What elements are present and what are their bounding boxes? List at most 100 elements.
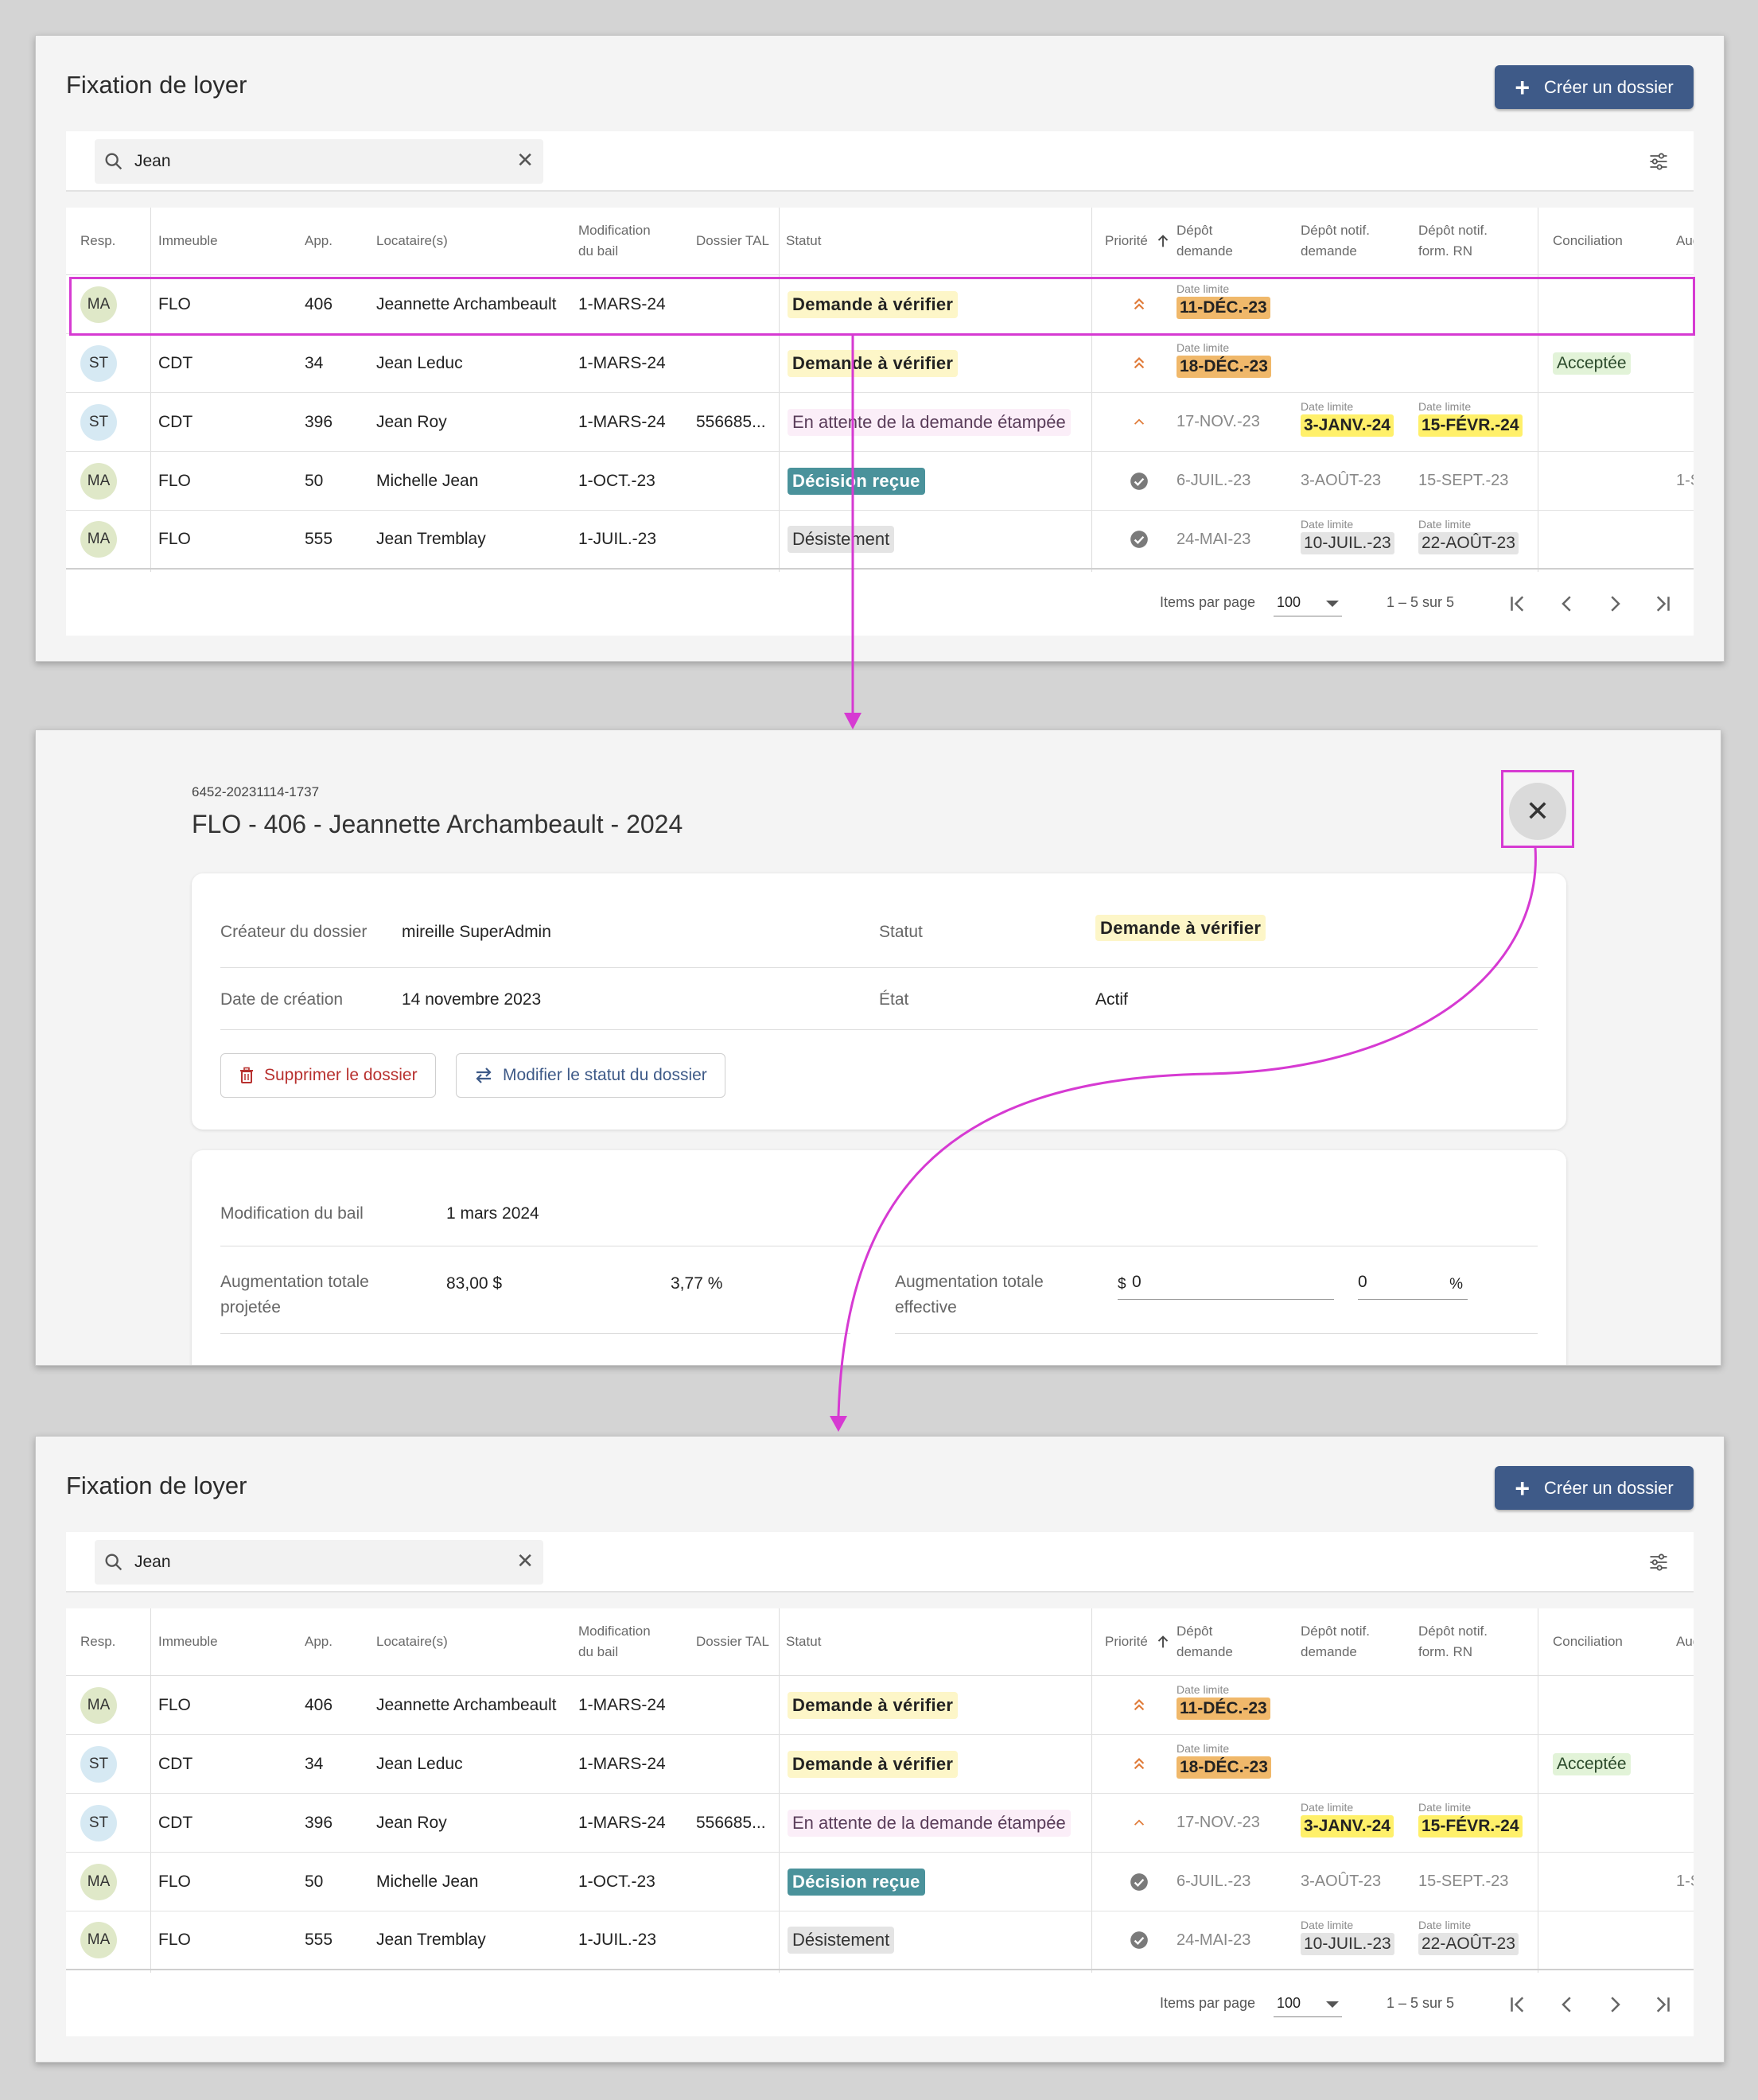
app-cell: 406 [305,1695,333,1714]
col-depot-demande-label: Dépôt demande [1177,220,1233,262]
col-depot-notif-demande[interactable]: Dépôt notif. demande [1301,1608,1370,1675]
col-immeuble[interactable]: Immeuble [158,208,218,274]
filter-settings-icon[interactable] [1647,150,1670,173]
depot-rn-cell: Date limite 22-AOÛT-23 [1418,511,1538,568]
column-divider [150,1608,151,1973]
deadline-label: Date limite [1177,282,1230,295]
immeuble-cell: FLO [158,471,191,490]
table-row[interactable]: MA FLO 406 Jeannette Archambeault 1-MARS-24 D… [66,275,1694,334]
resp-cell: ST [80,393,117,451]
clear-search-icon[interactable]: ✕ [516,1549,534,1573]
avatar: ST [80,1804,117,1841]
page-range: 1 – 5 sur 5 [1387,1995,1455,2011]
items-per-page-select[interactable]: 100 [1274,591,1342,616]
table-row[interactable]: ST CDT 396 Jean Roy 1-MARS-24 556685... En att… [66,1794,1694,1853]
last-page-icon[interactable] [1651,592,1674,616]
deadline-label: Date limite [1177,1683,1230,1696]
sort-ascending-icon[interactable] [1154,1633,1172,1651]
next-page-icon[interactable] [1603,592,1627,616]
deadline-chip: 18-DÉC.-23 [1177,356,1271,378]
col-statut[interactable]: Statut [786,208,821,274]
create-case-button[interactable]: + Créer un dossier [1495,65,1694,109]
col-depot-notif-demande-label-line2: demande [1301,1644,1357,1659]
col-immeuble[interactable]: Immeuble [158,1608,218,1675]
table-row[interactable]: MA FLO 555 Jean Tremblay 1-JUIL.-23 Désisteme… [66,511,1694,570]
col-modification-bail[interactable]: Modification du bail [578,208,651,274]
effective-amount-field[interactable]: $ 0 [1118,1268,1334,1300]
col-priorite[interactable]: Priorité [1105,208,1172,274]
effective-percent-field[interactable]: 0 % [1358,1268,1468,1300]
column-divider [779,1608,780,1973]
page-title: Fixation de loyer [66,71,247,99]
dropdown-caret-icon [1326,601,1339,607]
modify-status-button[interactable]: Modifier le statut du dossier [456,1053,725,1098]
items-per-page-select[interactable]: 100 [1274,1992,1342,2017]
col-resp[interactable]: Resp. [80,1608,115,1675]
priority-cell [1129,393,1149,451]
col-audience[interactable]: Audi [1676,208,1694,274]
table-row[interactable]: MA FLO 50 Michelle Jean 1-OCT.-23 Décision re… [66,1853,1694,1911]
col-app[interactable]: App. [305,208,333,274]
col-depot-notif-rn[interactable]: Dépôt notif. form. RN [1418,1608,1488,1675]
table-row[interactable]: ST CDT 396 Jean Roy 1-MARS-24 556685... En att… [66,393,1694,452]
divider [220,967,1538,968]
col-locataires[interactable]: Locataire(s) [376,1608,448,1675]
previous-page-icon[interactable] [1555,1993,1579,2016]
search-icon [105,1554,123,1571]
col-dossier-tal[interactable]: Dossier TAL [696,208,769,274]
col-resp[interactable]: Resp. [80,208,115,274]
table-row[interactable]: MA FLO 406 Jeannette Archambeault 1-MARS-24 D… [66,1676,1694,1735]
statut-cell: Désistement [788,1911,895,1969]
deadline-chip: 11-DÉC.-23 [1177,297,1270,319]
trash-icon [240,1067,253,1083]
status-badge: Demande à vérifier [788,290,959,318]
depot-demande-cell: Date limite 11-DÉC.-23 [1177,275,1296,333]
immeuble-cell: FLO [158,530,191,548]
depot-rn-cell [1418,275,1538,333]
priority-cell [1129,1676,1149,1734]
col-depot-notif-demande[interactable]: Dépôt notif. demande [1301,208,1370,274]
first-page-icon[interactable] [1506,592,1530,616]
next-page-icon[interactable] [1603,1993,1627,2016]
deadline-chip: 15-FÉVR.-24 [1418,414,1523,437]
last-page-icon[interactable] [1651,1993,1674,2016]
date-value: 17-NOV.-23 [1177,413,1260,430]
projected-percent: 3,77 % [671,1274,723,1293]
deadline-label: Date limite [1301,400,1354,413]
lease-value: 1 mars 2024 [446,1204,539,1223]
table-row[interactable]: ST CDT 34 Jean Leduc 1-MARS-24 Demande à véri… [66,334,1694,393]
col-conciliation[interactable]: Conciliation [1553,1608,1623,1675]
col-priorite[interactable]: Priorité [1105,1608,1172,1675]
search-input[interactable]: Jean ✕ [95,1540,543,1585]
col-depot-demande[interactable]: Dépôt demande [1177,208,1233,274]
delete-case-button[interactable]: Supprimer le dossier [220,1053,436,1098]
table-row[interactable]: ST CDT 34 Jean Leduc 1-MARS-24 Demande à véri… [66,1735,1694,1794]
col-dossier-tal[interactable]: Dossier TAL [696,1608,769,1675]
clear-search-icon[interactable]: ✕ [516,148,534,172]
col-locataires[interactable]: Locataire(s) [376,208,448,274]
sort-ascending-icon[interactable] [1154,232,1172,250]
close-button[interactable]: ✕ [1509,783,1566,840]
priority-cell [1129,334,1149,392]
col-audience[interactable]: Audi [1676,1608,1694,1675]
status-badge: En attente de la demande étampée [788,1809,1071,1837]
col-modification-bail[interactable]: Modification du bail [578,1608,651,1675]
create-case-label: Créer un dossier [1544,1477,1674,1498]
col-statut[interactable]: Statut [786,1608,821,1675]
state-value: Actif [1095,990,1128,1009]
col-app[interactable]: App. [305,1608,333,1675]
filter-settings-icon[interactable] [1647,1551,1670,1573]
create-case-button[interactable]: + Créer un dossier [1495,1466,1694,1510]
table-row[interactable]: MA FLO 555 Jean Tremblay 1-JUIL.-23 Désisteme… [66,1911,1694,1970]
dossier-tal-cell: 556685... [696,412,766,431]
col-depot-notif-rn[interactable]: Dépôt notif. form. RN [1418,208,1488,274]
previous-page-icon[interactable] [1555,592,1579,616]
mod-bail-cell: 1-JUIL.-23 [578,1931,657,1949]
table-row[interactable]: MA FLO 50 Michelle Jean 1-OCT.-23 Décision re… [66,452,1694,511]
search-input[interactable]: Jean ✕ [95,139,543,184]
col-conciliation[interactable]: Conciliation [1553,208,1623,274]
col-depot-demande[interactable]: Dépôt demande [1177,1608,1233,1675]
first-page-icon[interactable] [1506,1993,1530,2016]
col-audience-label: Audi [1676,1634,1694,1649]
resp-cell: ST [80,334,117,392]
